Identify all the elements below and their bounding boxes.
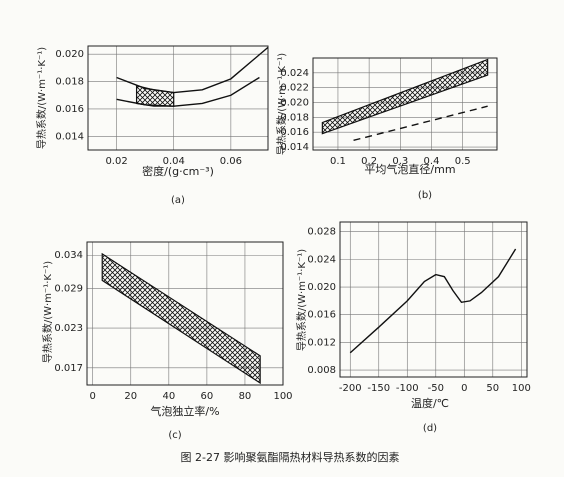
caption: 图 2-27 影响聚氨酯隔热材料导热系数的因素 [181, 450, 400, 464]
hatched-band [321, 58, 489, 135]
plot-frame [87, 45, 269, 151]
y-tick-label: 0.020 [307, 282, 336, 293]
x-tick-label: 0.5 [455, 156, 471, 167]
x-tick-label: 0.04 [163, 156, 185, 167]
y-tick-label: 0.016 [55, 104, 84, 115]
y-tick-label: 0.016 [280, 127, 309, 138]
x-tick-label: 20 [124, 391, 137, 402]
x-tick-label: 0 [90, 391, 96, 402]
x-tick-label: 100 [273, 391, 292, 402]
line [349, 248, 517, 354]
x-tick-label: 60 [201, 391, 214, 402]
hatched-band [135, 84, 175, 107]
x-tick-label: -150 [367, 383, 390, 394]
plot-frame [339, 221, 528, 378]
x-tick-label: 50 [486, 383, 499, 394]
y-axis-label: 导热系数/(W·m⁻¹·K⁻¹) [35, 47, 48, 149]
x-tick-label: 0.4 [424, 156, 440, 167]
x-tick-label: 80 [239, 391, 252, 402]
y-tick-label: 0.008 [307, 365, 336, 376]
y-tick-label: 0.022 [280, 83, 309, 94]
x-axis-label: 气泡独立率/% [150, 404, 219, 418]
x-tick-label: -50 [428, 383, 444, 394]
y-tick-label: 0.028 [307, 227, 336, 238]
x-tick-label: 40 [162, 391, 175, 402]
hatched-band [101, 252, 261, 385]
x-tick-label: 0.3 [392, 156, 408, 167]
y-tick-label: 0.023 [54, 323, 83, 334]
y-tick-label: 0.024 [307, 254, 336, 265]
x-tick-label: 100 [512, 383, 531, 394]
y-tick-label: 0.034 [54, 250, 83, 261]
plot-frame [86, 241, 284, 386]
panel-label: (b) [418, 190, 432, 201]
y-tick-label: 0.018 [280, 112, 309, 123]
y-axis-label: 导热系数/(W·m⁻¹·K⁻¹) [275, 53, 288, 155]
panel-label: (a) [171, 195, 185, 206]
x-tick-label: 0.06 [220, 156, 242, 167]
y-tick-label: 0.020 [55, 49, 84, 60]
y-axis-label: 导热系数/(W·m⁻¹·K⁻¹) [41, 261, 54, 363]
y-tick-label: 0.014 [280, 142, 309, 153]
panel-label: (c) [168, 430, 181, 441]
y-axis-label: 导热系数/(W·m⁻¹·K⁻¹) [295, 249, 308, 351]
y-tick-label: 0.018 [55, 77, 84, 88]
y-tick-label: 0.024 [280, 68, 309, 79]
x-axis-label: 密度/(g·cm⁻³) [142, 164, 214, 178]
x-tick-label: 0.02 [105, 156, 127, 167]
y-tick-label: 0.012 [307, 337, 336, 348]
x-axis-label: 平均气泡直径/mm [364, 162, 455, 176]
y-tick-label: 0.029 [54, 283, 83, 294]
x-axis-label: 温度/℃ [411, 396, 449, 410]
panel-label: (d) [423, 423, 437, 434]
y-tick-label: 0.014 [55, 131, 84, 142]
x-tick-label: 0.1 [330, 156, 346, 167]
x-tick-label: -200 [339, 383, 362, 394]
y-tick-label: 0.017 [54, 363, 83, 374]
y-tick-label: 0.020 [280, 98, 309, 109]
x-tick-label: -100 [396, 383, 419, 394]
x-tick-label: 0 [461, 383, 467, 394]
x-tick-label: 0.2 [361, 156, 377, 167]
plot-frame [312, 57, 498, 151]
y-tick-label: 0.016 [307, 310, 336, 321]
